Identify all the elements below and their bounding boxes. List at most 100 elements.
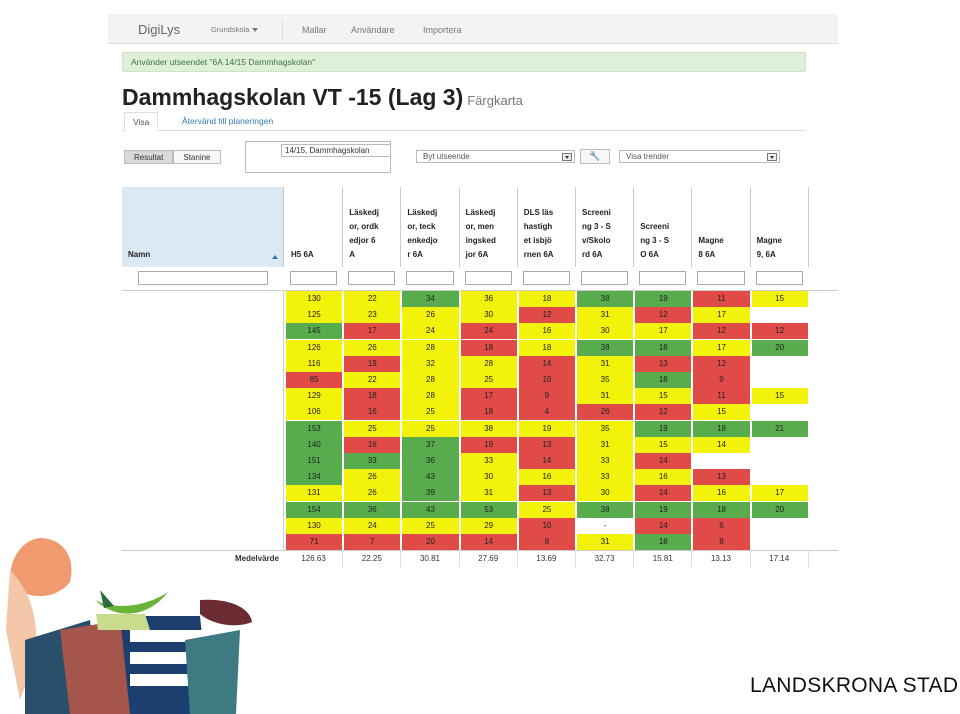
average-value: 27.69 xyxy=(460,551,518,567)
table-cell: 14 xyxy=(693,436,750,453)
table-cell: 17 xyxy=(751,485,808,502)
table-cell xyxy=(751,307,808,324)
table-cell: 19 xyxy=(635,420,692,437)
table-cell: 19 xyxy=(460,436,517,453)
filter-input[interactable] xyxy=(464,271,512,285)
table-cell: 17 xyxy=(344,323,401,340)
table-cell xyxy=(693,453,750,469)
table-cell: 16 xyxy=(344,436,401,453)
column-header[interactable]: Läskedj or, ordk edjor 6 A xyxy=(343,187,402,267)
table-cell: 29 xyxy=(460,517,517,534)
table-cell: 13 xyxy=(518,436,575,453)
tab-visa[interactable]: Visa xyxy=(124,112,159,131)
chevron-down-icon xyxy=(252,28,259,33)
table-cell: 18 xyxy=(635,339,692,356)
info-alert: Använder utseendet "6A 14/15 Dammhagskol… xyxy=(122,52,806,72)
table-cell: 153 xyxy=(286,420,343,437)
filter-input-namn[interactable] xyxy=(138,271,268,285)
column-header[interactable]: Läskedj or, teck enkedjo r 6A xyxy=(401,187,460,267)
table-cell: 17 xyxy=(693,339,750,356)
table-cell: 145 xyxy=(286,323,343,340)
table-cell: 19 xyxy=(635,291,692,307)
table-cell: 23 xyxy=(344,307,401,324)
column-header[interactable]: DLS läs hastigh et isbjö rnen 6A xyxy=(518,187,576,267)
table-cell: 18 xyxy=(518,291,575,307)
filter-input[interactable] xyxy=(348,271,396,285)
table-cell: 33 xyxy=(460,453,517,469)
table-cell: 85 xyxy=(286,372,343,388)
table-cell: 18 xyxy=(635,372,692,388)
table-cell: 116 xyxy=(286,355,343,372)
average-value: 30.81 xyxy=(401,551,460,567)
filter-input[interactable] xyxy=(522,271,570,285)
table-cell: 13 xyxy=(518,485,575,502)
wrench-button[interactable]: 🔧 xyxy=(580,149,610,164)
average-value: 13.13 xyxy=(692,551,751,567)
column-header[interactable]: Läskedj or, men ingsked jor 6A xyxy=(460,187,518,267)
table-cell: 39 xyxy=(402,485,459,502)
dropdown-arrow-icon xyxy=(562,153,572,161)
table-cell xyxy=(751,355,808,372)
nav-divider xyxy=(282,20,283,40)
table-cell: 16 xyxy=(518,469,575,486)
brand-logo[interactable]: DigiLys xyxy=(138,22,181,37)
table-cell: 24 xyxy=(344,517,401,534)
table-cell: 10 xyxy=(518,517,575,534)
nav-grundskola[interactable]: Grundskola xyxy=(211,25,259,34)
column-header[interactable]: H5 6A xyxy=(285,187,344,267)
filter-input[interactable] xyxy=(755,271,803,285)
table-cell: 25 xyxy=(518,501,575,518)
sort-ascending-icon xyxy=(272,255,278,259)
table-cell: 31 xyxy=(577,534,634,550)
average-row: Medelvärde 126.63 22.25 30.81 27.69 13.69 32.… xyxy=(122,550,838,567)
page-subtitle: Färgkarta xyxy=(467,93,523,108)
table-cell: 38 xyxy=(577,291,634,307)
table-cell: 11 xyxy=(693,388,750,405)
table-cell: 6 xyxy=(693,517,750,534)
table-cell: 12 xyxy=(635,307,692,324)
tab-back-to-planning[interactable]: Återvänd till planeringen xyxy=(182,116,274,126)
column-header[interactable]: Screeni ng 3 - S v/Skolo rd 6A xyxy=(576,187,635,267)
change-view-select[interactable]: Byt utseende xyxy=(416,150,575,163)
resultat-button[interactable]: Resultat xyxy=(124,150,174,164)
table-cell: 28 xyxy=(460,355,517,372)
page-title: Dammhagskolan VT -15 (Lag 3) Färgkarta xyxy=(122,84,523,110)
average-value: 126.63 xyxy=(285,551,344,567)
nav-importera[interactable]: Importera xyxy=(423,25,462,35)
column-header[interactable]: Magne 8 6A xyxy=(692,187,751,267)
column-header-namn[interactable]: Namn xyxy=(122,187,284,267)
table-cell: 130 xyxy=(286,517,343,534)
table-cell: 36 xyxy=(402,453,459,469)
table-cell: 9 xyxy=(693,372,750,388)
view-name-field[interactable]: 14/15, Dammhagskolan xyxy=(281,144,391,157)
filter-input[interactable] xyxy=(581,271,629,285)
table-cell: 31 xyxy=(460,485,517,502)
table-cell: 53 xyxy=(460,501,517,518)
color-map-table: Namn Medelvärde 126.63 22.25 30.81 27.69 13.… xyxy=(122,187,838,570)
nav-anvandare[interactable]: Användare xyxy=(351,25,395,35)
table-cell: 11 xyxy=(693,291,750,307)
stanine-button[interactable]: Stanine xyxy=(173,150,221,164)
table-cell: 35 xyxy=(577,420,634,437)
table-cell: 26 xyxy=(344,469,401,486)
filter-input[interactable] xyxy=(697,271,745,285)
column-header[interactable]: Screeni ng 3 - S O 6A xyxy=(634,187,693,267)
table-cell: 18 xyxy=(460,404,517,421)
trends-select[interactable]: Visa trender xyxy=(619,150,780,163)
table-cell: 33 xyxy=(577,469,634,486)
table-cell: 14 xyxy=(635,453,692,469)
table-cell: 30 xyxy=(460,307,517,324)
table-cell: 30 xyxy=(460,469,517,486)
filter-input[interactable] xyxy=(639,271,687,285)
table-cell: 14 xyxy=(635,485,692,502)
table-cell: 20 xyxy=(751,501,808,518)
landskrona-logo xyxy=(6,538,252,714)
table-cell: 106 xyxy=(286,404,343,421)
view-name-box: 14/15, Dammhagskolan xyxy=(245,141,391,173)
table-cell: 38 xyxy=(577,501,634,518)
filter-input[interactable] xyxy=(290,271,338,285)
table-cell: 18 xyxy=(460,339,517,356)
filter-input[interactable] xyxy=(406,271,454,285)
nav-mallar[interactable]: Mallar xyxy=(302,25,327,35)
column-header[interactable]: Magne 9, 6A xyxy=(751,187,809,267)
